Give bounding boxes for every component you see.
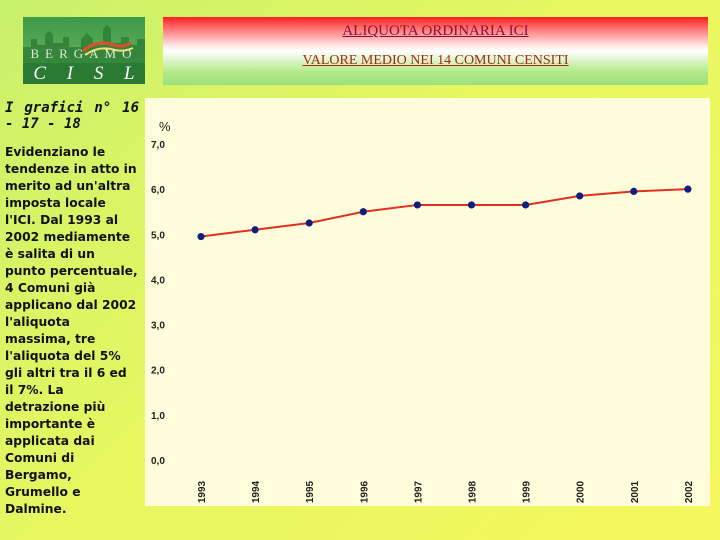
logo-org-text: C I S L bbox=[23, 63, 145, 84]
data-point bbox=[197, 232, 205, 241]
y-tick-label: 1,0 bbox=[151, 411, 165, 422]
x-tick-label: 2001 bbox=[630, 480, 641, 503]
logo-letter: S bbox=[93, 62, 104, 84]
logo-city-text: BERGAMO bbox=[30, 46, 138, 61]
chart-title: ALIQUOTA ORDINARIA ICI bbox=[342, 23, 529, 39]
ici-rate-line-chart: % 0,0 1,0 2,0 3,0 4,0 5,0 6,0 7,0 1993 1994 1995 1… bbox=[145, 98, 710, 506]
cisl-bergamo-logo: BERGAMO C I S L bbox=[23, 17, 145, 84]
data-point bbox=[684, 185, 692, 193]
data-point bbox=[630, 187, 638, 195]
data-point bbox=[305, 219, 313, 227]
data-point bbox=[467, 201, 476, 209]
y-tick-label: 4,0 bbox=[151, 275, 165, 286]
chart-subtitle: VALORE MEDIO NEI 14 COMUNI CENSITI bbox=[302, 53, 569, 68]
y-tick-label: 0,0 bbox=[151, 456, 165, 467]
x-tick-label: 2000 bbox=[576, 480, 587, 503]
y-tick-label: 3,0 bbox=[151, 321, 165, 332]
x-tick-label: 2002 bbox=[684, 480, 695, 503]
x-tick-label: 1998 bbox=[468, 480, 479, 503]
data-point bbox=[576, 192, 584, 200]
y-tick-label: 5,0 bbox=[151, 230, 165, 241]
y-tick-label: 7,0 bbox=[151, 140, 165, 151]
title-banner: ALIQUOTA ORDINARIA ICI VALORE MEDIO NEI … bbox=[163, 17, 708, 85]
x-tick-label: 1999 bbox=[522, 480, 533, 503]
logo-letter: C bbox=[33, 62, 47, 84]
plot-background bbox=[145, 98, 710, 506]
series-line bbox=[200, 188, 688, 238]
data-point bbox=[413, 201, 421, 209]
x-tick-label: 1995 bbox=[305, 480, 316, 503]
x-tick-label: 1993 bbox=[197, 480, 208, 503]
y-tick-label: 2,0 bbox=[151, 366, 165, 377]
logo-letter: L bbox=[124, 62, 135, 84]
side-commentary: I grafici n° 16 - 17 - 18 Evidenziano le… bbox=[5, 100, 139, 518]
x-tick-label: 1997 bbox=[413, 480, 424, 503]
y-tick-label: 6,0 bbox=[151, 185, 165, 196]
city-skyline-icon bbox=[23, 25, 145, 61]
x-tick-label: 1994 bbox=[251, 480, 262, 503]
y-axis-label: % bbox=[159, 119, 171, 134]
logo-letter: I bbox=[66, 62, 74, 84]
side-heading: I grafici n° 16 - 17 - 18 bbox=[5, 100, 139, 132]
x-tick-label: 1996 bbox=[359, 480, 370, 503]
side-body-text: Evidenziano le tendenze in atto in merit… bbox=[5, 145, 138, 516]
data-point bbox=[359, 208, 367, 216]
data-point bbox=[251, 226, 259, 234]
data-point bbox=[522, 201, 530, 209]
